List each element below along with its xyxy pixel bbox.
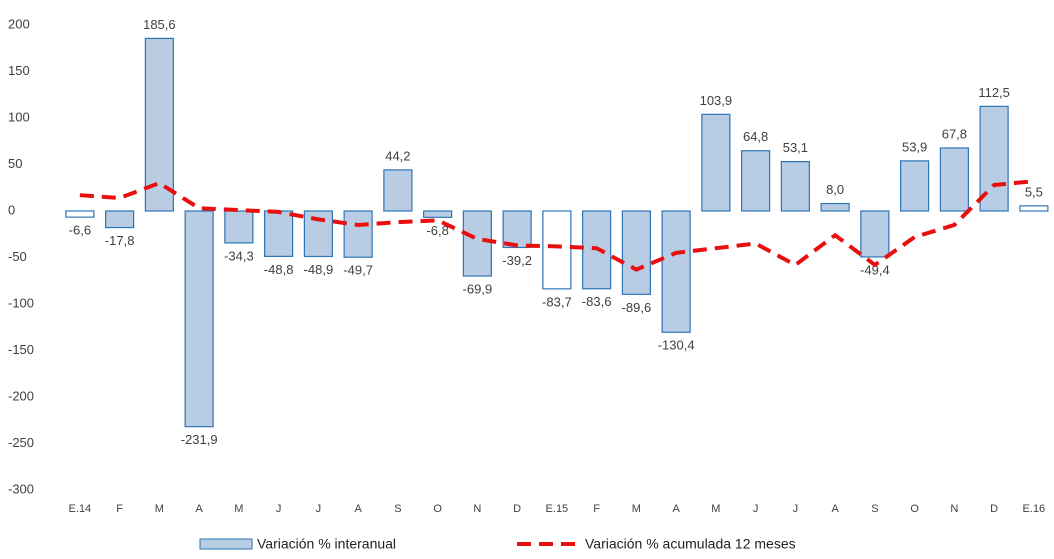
bar: [542, 210, 572, 290]
bar: [462, 210, 492, 277]
data-label: 44,2: [385, 148, 410, 163]
bar: [65, 210, 95, 218]
y-tick-label: 50: [8, 156, 22, 171]
x-tick-label: M: [711, 503, 720, 515]
data-label: -83,6: [582, 294, 612, 309]
legend-label: Variación % acumulada 12 meses: [585, 536, 796, 552]
bar: [224, 210, 254, 244]
x-tick-label: E.16: [1023, 503, 1046, 515]
x-tick-label: S: [394, 503, 401, 515]
bar: [780, 161, 810, 212]
bar: [502, 210, 532, 249]
x-tick-label: J: [276, 503, 282, 515]
data-label: -6,6: [69, 223, 91, 238]
bar: [144, 37, 174, 212]
y-tick-label: 100: [8, 109, 30, 124]
bar: [701, 113, 731, 212]
data-label: -6,8: [426, 223, 448, 238]
data-label: -48,8: [264, 262, 294, 277]
data-label: 67,8: [942, 126, 967, 141]
bar: [900, 160, 930, 212]
y-tick-label: -300: [8, 481, 34, 496]
x-tick-label: D: [513, 503, 521, 515]
x-tick-label: J: [753, 503, 759, 515]
x-tick-label: M: [234, 503, 243, 515]
bar: [621, 210, 651, 295]
y-tick-label: 200: [8, 16, 30, 31]
data-label: -49,7: [343, 263, 373, 278]
bar: [423, 210, 453, 218]
bar: [939, 147, 969, 212]
x-tick-label: E.15: [546, 503, 569, 515]
bar: [820, 202, 850, 212]
y-tick-label: -50: [8, 249, 27, 264]
data-label: 103,9: [700, 93, 733, 108]
data-label: -17,8: [105, 233, 135, 248]
x-tick-label: A: [195, 503, 203, 515]
data-label: 53,9: [902, 139, 927, 154]
legend-swatch: [199, 538, 253, 550]
x-tick-label: M: [155, 503, 164, 515]
y-tick-label: 150: [8, 63, 30, 78]
bar: [661, 210, 691, 333]
data-label: -34,3: [224, 248, 254, 263]
bar: [383, 169, 413, 212]
x-tick-label: J: [793, 503, 799, 515]
x-tick-label: S: [871, 503, 878, 515]
legend-label: Variación % interanual: [257, 536, 396, 552]
data-label: -39,2: [502, 253, 532, 268]
data-label: -231,9: [181, 432, 218, 447]
x-tick-label: A: [354, 503, 362, 515]
data-label: -130,4: [658, 338, 695, 353]
bar: [1019, 205, 1049, 212]
bar: [741, 150, 771, 212]
x-tick-label: A: [672, 503, 680, 515]
data-label: 8,0: [826, 182, 844, 197]
data-label: 64,8: [743, 129, 768, 144]
y-tick-label: -200: [8, 388, 34, 403]
data-label: -49,4: [860, 262, 890, 277]
x-tick-label: E.14: [69, 503, 92, 515]
x-tick-label: N: [473, 503, 481, 515]
line: [79, 179, 1035, 272]
bar: [105, 210, 135, 229]
x-tick-label: M: [632, 503, 641, 515]
bar: [860, 210, 890, 258]
bar: [343, 210, 373, 258]
data-label: 112,5: [978, 85, 1010, 100]
x-tick-label: J: [316, 503, 322, 515]
x-tick-label: F: [593, 503, 600, 515]
x-tick-label: A: [831, 503, 839, 515]
y-tick-label: -150: [8, 342, 34, 357]
x-tick-label: N: [950, 503, 958, 515]
x-tick-label: F: [116, 503, 123, 515]
x-tick-label: D: [990, 503, 998, 515]
data-label: 5,5: [1025, 184, 1043, 199]
data-label: 185,6: [143, 17, 176, 32]
x-tick-label: O: [433, 503, 442, 515]
x-tick-label: O: [910, 503, 919, 515]
data-label: -83,7: [542, 294, 572, 309]
bar: [184, 210, 214, 428]
y-tick-label: -100: [8, 295, 34, 310]
data-label: -48,9: [304, 262, 334, 277]
data-label: -69,9: [463, 281, 493, 296]
data-label: 53,1: [783, 140, 808, 155]
bar: [264, 210, 294, 257]
y-tick-label: -250: [8, 435, 34, 450]
data-label: -89,6: [622, 300, 652, 315]
y-tick-label: 0: [8, 202, 15, 217]
